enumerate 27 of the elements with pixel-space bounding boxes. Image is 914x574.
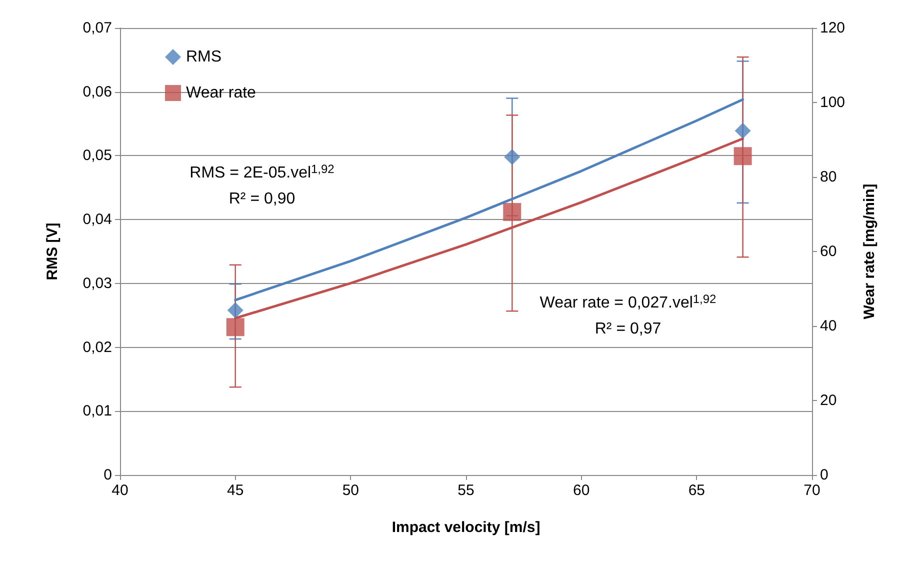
y-tick-label: 0,07 xyxy=(82,20,112,36)
y2-tick-label: 0 xyxy=(820,466,828,484)
y2-tick-label: 40 xyxy=(820,318,837,334)
y2-tick-label: 60 xyxy=(820,243,837,260)
legend-label: RMS xyxy=(186,48,222,66)
y-tick-label: 0,02 xyxy=(82,338,112,356)
x-tick-label: 50 xyxy=(342,482,360,499)
x-tick-label: 65 xyxy=(688,482,706,499)
y-tick-label: 0,01 xyxy=(82,402,112,420)
y2-tick-label: 120 xyxy=(820,20,846,36)
x-tick-label: 60 xyxy=(572,482,590,499)
x-tick-label: 45 xyxy=(226,482,244,499)
y-tick-label: 0,05 xyxy=(82,147,112,164)
y-axis-title: RMS [V] xyxy=(44,222,61,280)
y2-tick-label: 100 xyxy=(820,94,846,111)
y-tick-label: 0 xyxy=(104,466,112,484)
x-axis-title: Impact velocity [m/s] xyxy=(392,519,540,536)
x-tick-label: 40 xyxy=(112,482,128,499)
y2-axis-title: Wear rate [mg/min] xyxy=(861,184,878,320)
x-tick-label: 70 xyxy=(804,482,820,499)
x-tick-label: 55 xyxy=(458,482,474,499)
y2-tick-label: 20 xyxy=(820,392,837,409)
y-tick-label: 0,03 xyxy=(82,274,112,292)
y-tick-label: 0,06 xyxy=(82,83,112,100)
y-tick-label: 0,04 xyxy=(82,211,112,228)
y2-tick-label: 80 xyxy=(820,168,837,186)
legend-label: Wear rate xyxy=(186,84,256,102)
